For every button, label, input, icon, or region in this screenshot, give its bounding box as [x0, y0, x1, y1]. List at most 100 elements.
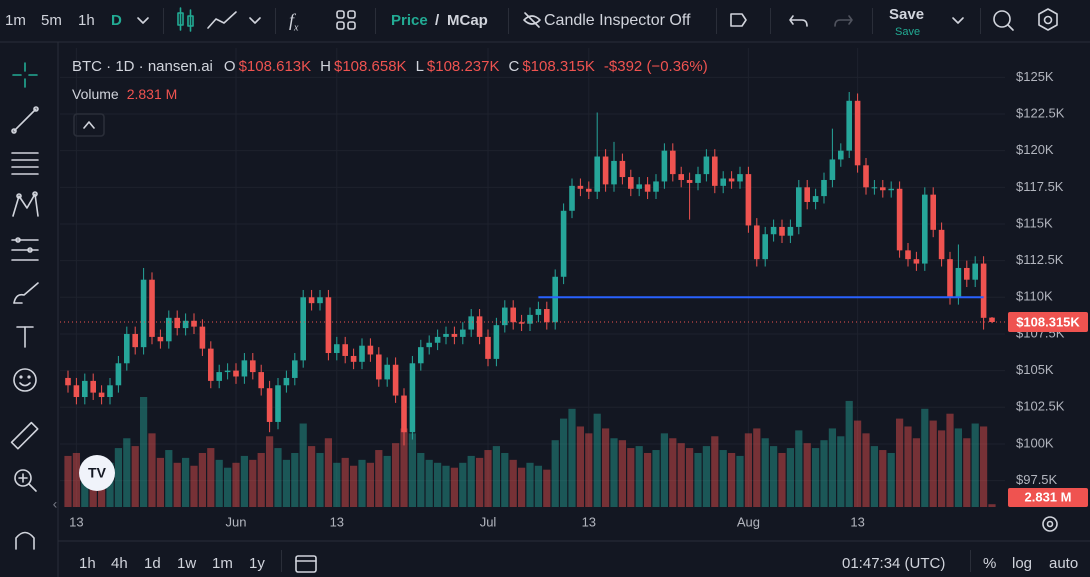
candle-body — [661, 150, 668, 182]
svg-text:TV: TV — [88, 465, 107, 481]
interval-button[interactable]: 5m — [41, 12, 62, 29]
forecast-tool[interactable] — [11, 237, 39, 261]
log-toggle[interactable]: log — [1012, 555, 1033, 572]
candle-body — [292, 360, 298, 378]
candle-inspector[interactable]: Candle Inspector Off — [544, 12, 691, 29]
candle-body — [208, 348, 214, 381]
candle-body — [250, 360, 256, 373]
indicators-grid[interactable] — [336, 10, 356, 30]
percent-toggle[interactable]: % — [983, 555, 997, 572]
chart-type-menu[interactable] — [249, 17, 261, 24]
axis-settings[interactable] — [1042, 516, 1058, 532]
magnet-tool[interactable] — [15, 531, 35, 550]
last-price-box — [1008, 312, 1088, 333]
volume-bar — [434, 462, 442, 507]
volume-bar — [383, 455, 391, 507]
clock[interactable]: 01:47:34 (UTC) — [842, 555, 946, 572]
volume-bar — [837, 436, 845, 507]
interval-button[interactable]: 1h — [78, 12, 95, 29]
candle-body — [98, 392, 105, 398]
redo[interactable] — [834, 15, 853, 27]
candle-body — [283, 377, 290, 386]
tag-icon[interactable] — [730, 13, 747, 27]
volume-bar — [291, 452, 299, 507]
volume-bar — [971, 423, 979, 507]
volume-bar — [316, 452, 324, 507]
tradingview-logo: TV — [79, 455, 115, 491]
y-tick-label: $125K — [1016, 69, 1054, 84]
range-button[interactable]: 1w — [177, 555, 197, 572]
auto-toggle[interactable]: auto — [1049, 555, 1079, 572]
emoji-tool[interactable] — [13, 368, 37, 392]
undo[interactable] — [789, 15, 808, 27]
candle-body — [762, 234, 768, 260]
candle-body — [325, 297, 332, 354]
interval-menu[interactable] — [137, 17, 149, 24]
candle-body — [636, 184, 642, 189]
candle-body — [653, 181, 659, 192]
fx-icon[interactable]: fx — [289, 10, 299, 34]
x-tick-label: 13 — [330, 514, 344, 529]
y-tick-label: $102.5K — [1016, 399, 1065, 414]
interval-button-active[interactable]: D — [111, 12, 122, 29]
candle-type[interactable] — [177, 7, 194, 32]
zoom-tool[interactable] — [14, 469, 37, 492]
candle-body — [930, 194, 936, 230]
volume-bar — [518, 467, 526, 507]
separator — [872, 8, 873, 34]
interval-button[interactable]: 1m — [5, 12, 26, 29]
line-type[interactable] — [207, 11, 237, 29]
volume-bar — [702, 446, 710, 507]
ruler-tool[interactable] — [10, 421, 39, 450]
close-label: C — [508, 58, 520, 75]
candle-body — [829, 159, 836, 180]
candle-body — [392, 364, 399, 396]
candle-body — [544, 309, 550, 323]
candle-body — [90, 380, 96, 393]
close-value: $108.315K — [522, 58, 595, 75]
candle-body — [384, 364, 390, 380]
y-tick-label: $112.5K — [1016, 252, 1064, 267]
candle-body — [115, 363, 122, 386]
range-button[interactable]: 4h — [111, 555, 128, 572]
trend-line-tool[interactable] — [11, 106, 39, 134]
range-button[interactable]: 1m — [212, 555, 233, 572]
volume-bar — [131, 446, 139, 507]
save-button[interactable]: Save — [889, 6, 925, 23]
candle-body — [560, 210, 567, 277]
volume-bar — [585, 433, 593, 507]
volume-value: 2.831 M — [126, 86, 178, 102]
candle-body — [737, 174, 743, 182]
price-toggle[interactable]: Price — [391, 12, 428, 29]
settings-icon[interactable] — [1038, 8, 1058, 31]
candle-body — [485, 336, 491, 359]
collapse-legend[interactable] — [73, 113, 105, 137]
alert-icon[interactable] — [993, 10, 1014, 31]
mcap-toggle[interactable]: MCap — [447, 12, 488, 29]
separator — [770, 8, 771, 34]
range-button[interactable]: 1d — [144, 555, 161, 572]
x-tick-label: Jul — [480, 514, 497, 529]
volume-bar — [534, 465, 542, 507]
volume-bar — [938, 430, 946, 507]
volume-bar — [551, 440, 559, 507]
volume-bar — [509, 459, 517, 507]
brush-tool[interactable] — [13, 282, 39, 304]
fib-tool[interactable] — [11, 152, 39, 175]
volume-bar — [963, 438, 971, 507]
candle-body — [401, 395, 407, 433]
text-tool[interactable] — [16, 326, 34, 348]
crosshair-tool[interactable] — [12, 62, 38, 88]
volume-bar — [400, 428, 408, 507]
candle-body — [510, 307, 516, 323]
volume-bar — [652, 450, 660, 507]
range-button[interactable]: 1y — [249, 555, 265, 572]
save-menu[interactable] — [952, 17, 964, 24]
y-tick-label: $117.5K — [1016, 179, 1064, 194]
range-button[interactable]: 1h — [79, 555, 96, 572]
eye-off-icon[interactable] — [523, 12, 541, 28]
calendar-icon[interactable] — [295, 555, 317, 573]
pattern-tool[interactable] — [12, 191, 39, 217]
collapse-arrow[interactable]: ‹ — [53, 496, 58, 512]
